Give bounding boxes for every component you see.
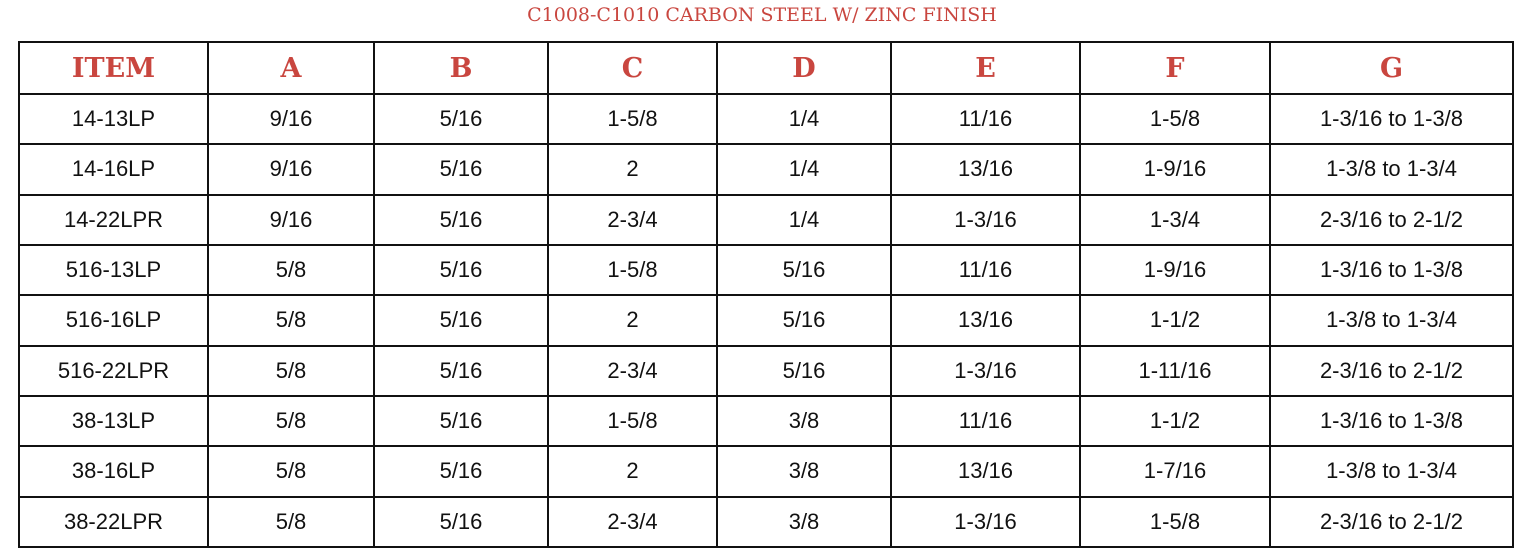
table-cell: 1-3/16 to 1-3/8 xyxy=(1269,394,1514,448)
table-cell: 5/8 xyxy=(207,394,375,448)
column-header: D xyxy=(716,41,892,95)
table-cell: 5/16 xyxy=(373,495,549,549)
table-cell: 2-3/4 xyxy=(547,344,718,397)
table-cell: 9/16 xyxy=(207,193,375,246)
table-row: 516-13LP 5/8 5/16 1-5/8 5/16 11/16 1-9/16 1-3/1… xyxy=(18,243,1514,297)
table-cell: 13/16 xyxy=(890,445,1081,498)
column-header: C xyxy=(547,41,718,95)
table-cell: 516-16LP xyxy=(18,294,209,347)
table-cell: 2-3/16 to 2-1/2 xyxy=(1269,193,1514,246)
table-cell: 1-5/8 xyxy=(1079,92,1271,146)
table-cell: 11/16 xyxy=(890,243,1081,297)
table-cell: 1-5/8 xyxy=(547,92,718,146)
table-cell: 5/8 xyxy=(207,344,375,397)
column-header: ITEM xyxy=(18,41,209,95)
table-cell: 1-3/8 to 1-3/4 xyxy=(1269,143,1514,196)
column-header: B xyxy=(373,41,549,95)
table-body: 14-13LP 9/16 5/16 1-5/8 1/4 11/16 1-5/8 1-3/16 … xyxy=(18,92,1514,549)
table-cell: 5/16 xyxy=(373,143,549,196)
table-cell: 516-13LP xyxy=(18,243,209,297)
table-cell: 1-3/16 xyxy=(890,344,1081,397)
table-cell: 5/8 xyxy=(207,294,375,347)
table-cell: 516-22LPR xyxy=(18,344,209,397)
table-cell: 1-9/16 xyxy=(1079,143,1271,196)
table-cell: 1-9/16 xyxy=(1079,243,1271,297)
table-row: 516-16LP 5/8 5/16 2 5/16 13/16 1-1/2 1-3/8 to 1… xyxy=(18,294,1514,347)
table-cell: 5/16 xyxy=(373,445,549,498)
table-cell: 5/16 xyxy=(373,294,549,347)
column-header: E xyxy=(890,41,1081,95)
header-row: ITEM A B C D E F G xyxy=(18,41,1514,95)
table-cell: 38-13LP xyxy=(18,394,209,448)
table-cell: 1-5/8 xyxy=(547,243,718,297)
table-cell: 13/16 xyxy=(890,143,1081,196)
table-cell: 5/16 xyxy=(373,92,549,146)
table-cell: 38-16LP xyxy=(18,445,209,498)
table-cell: 11/16 xyxy=(890,394,1081,448)
table-row: 14-16LP 9/16 5/16 2 1/4 13/16 1-9/16 1-3/8 to 1… xyxy=(18,143,1514,196)
table-cell: 1-1/2 xyxy=(1079,394,1271,448)
table-cell: 1-11/16 xyxy=(1079,344,1271,397)
title: C1008-C1010 CARBON STEEL W/ ZINC FINISH xyxy=(527,4,997,26)
table-cell: 1-5/8 xyxy=(547,394,718,448)
table-cell: 5/16 xyxy=(373,394,549,448)
column-header: A xyxy=(207,41,375,95)
table-cell: 5/8 xyxy=(207,243,375,297)
table-cell: 5/8 xyxy=(207,445,375,498)
table-cell: 3/8 xyxy=(716,445,892,498)
table-cell: 1-1/2 xyxy=(1079,294,1271,347)
table-cell: 5/16 xyxy=(373,344,549,397)
table-cell: 2-3/4 xyxy=(547,193,718,246)
table-cell: 14-16LP xyxy=(18,143,209,196)
table-cell: 2-3/16 to 2-1/2 xyxy=(1269,344,1514,397)
table-cell: 2 xyxy=(547,294,718,347)
table-cell: 14-13LP xyxy=(18,92,209,146)
table-cell: 5/16 xyxy=(716,243,892,297)
table-cell: 2-3/16 to 2-1/2 xyxy=(1269,495,1514,549)
table-cell: 1/4 xyxy=(716,92,892,146)
column-header: F xyxy=(1079,41,1271,95)
table-cell: 2 xyxy=(547,445,718,498)
table-cell: 1-3/16 xyxy=(890,193,1081,246)
table-cell: 11/16 xyxy=(890,92,1081,146)
table-cell: 1-3/8 to 1-3/4 xyxy=(1269,445,1514,498)
table-cell: 13/16 xyxy=(890,294,1081,347)
table-cell: 3/8 xyxy=(716,495,892,549)
table-cell: 3/8 xyxy=(716,394,892,448)
table-cell: 38-22LPR xyxy=(18,495,209,549)
table-cell: 5/8 xyxy=(207,495,375,549)
table-cell: 1-7/16 xyxy=(1079,445,1271,498)
table-cell: 5/16 xyxy=(373,193,549,246)
table-cell: 5/16 xyxy=(716,294,892,347)
table-cell: 1-3/8 to 1-3/4 xyxy=(1269,294,1514,347)
table-cell: 1-3/16 to 1-3/8 xyxy=(1269,243,1514,297)
table-cell: 1/4 xyxy=(716,193,892,246)
table-row: 516-22LPR 5/8 5/16 2-3/4 5/16 1-3/16 1-11/16 2-… xyxy=(18,344,1514,397)
table-cell: 14-22LPR xyxy=(18,193,209,246)
table-row: 14-22LPR 9/16 5/16 2-3/4 1/4 1-3/16 1-3/4 2-3/1… xyxy=(18,193,1514,246)
table-cell: 5/16 xyxy=(373,243,549,297)
table-cell: 1/4 xyxy=(716,143,892,196)
table-row: 14-13LP 9/16 5/16 1-5/8 1/4 11/16 1-5/8 1-3/16 … xyxy=(18,92,1514,146)
table-row: 38-22LPR 5/8 5/16 2-3/4 3/8 1-3/16 1-5/8 2-3/16… xyxy=(18,495,1514,549)
table-cell: 1-5/8 xyxy=(1079,495,1271,549)
table-cell: 2-3/4 xyxy=(547,495,718,549)
table-row: 38-16LP 5/8 5/16 2 3/8 13/16 1-7/16 1-3/8 to 1-… xyxy=(18,445,1514,498)
table-cell: 2 xyxy=(547,143,718,196)
table-cell: 1-3/16 xyxy=(890,495,1081,549)
table-cell: 9/16 xyxy=(207,92,375,146)
table-cell: 1-3/4 xyxy=(1079,193,1271,246)
table-cell: 9/16 xyxy=(207,143,375,196)
table-cell: 1-3/16 to 1-3/8 xyxy=(1269,92,1514,146)
table-row: 38-13LP 5/8 5/16 1-5/8 3/8 11/16 1-1/2 1-3/16 t… xyxy=(18,394,1514,448)
spec-table: ITEM A B C D E F G 14-13LP 9/16 5/16 1-5/8 1/4 11/16… xyxy=(18,41,1514,549)
column-header: G xyxy=(1269,41,1514,95)
table-cell: 5/16 xyxy=(716,344,892,397)
